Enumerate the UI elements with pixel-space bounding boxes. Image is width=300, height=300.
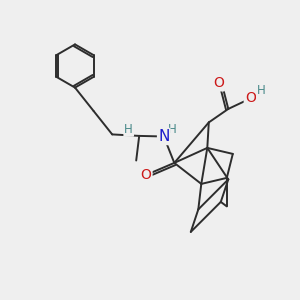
Text: H: H (257, 84, 266, 98)
Text: O: O (213, 76, 224, 90)
Text: O: O (141, 168, 152, 182)
Text: H: H (168, 123, 177, 136)
Text: O: O (245, 91, 256, 105)
Text: H: H (124, 123, 133, 136)
Text: N: N (158, 129, 169, 144)
